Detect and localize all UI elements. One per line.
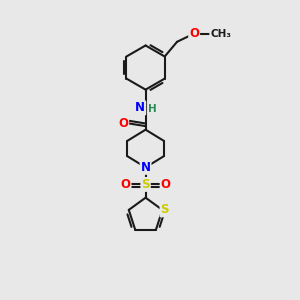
Text: O: O bbox=[189, 27, 199, 40]
Text: O: O bbox=[121, 178, 130, 191]
Text: N: N bbox=[135, 101, 145, 114]
Text: S: S bbox=[141, 178, 150, 191]
Text: CH₃: CH₃ bbox=[210, 28, 231, 38]
Text: O: O bbox=[160, 178, 171, 191]
Text: H: H bbox=[148, 104, 156, 114]
Text: S: S bbox=[160, 203, 169, 216]
Text: N: N bbox=[141, 161, 151, 174]
Text: O: O bbox=[118, 117, 128, 130]
